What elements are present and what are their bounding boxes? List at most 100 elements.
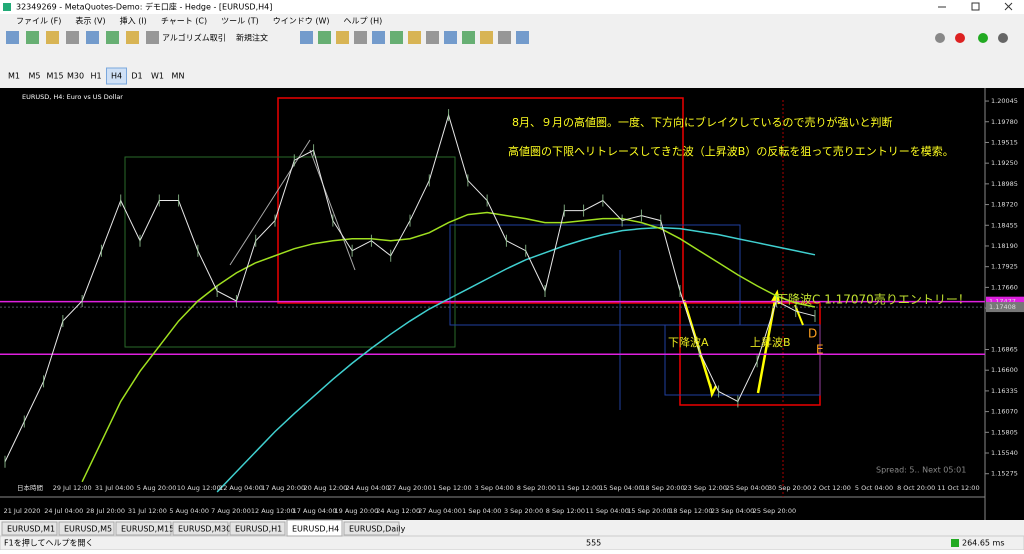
time-label: 25 Sep 04:00 bbox=[726, 484, 769, 492]
tab-label[interactable]: EURUSD,H4 bbox=[292, 525, 339, 534]
tab[interactable] bbox=[172, 521, 229, 536]
time-label: 24 Aug 04:00 bbox=[346, 484, 390, 492]
title-bar bbox=[0, 0, 1024, 14]
toolbar-icon[interactable] bbox=[372, 31, 385, 44]
menu-item[interactable]: ヘルプ (H) bbox=[343, 17, 382, 26]
time-label: 20 Aug 12:00 bbox=[303, 484, 347, 492]
annotation: 高値圏の下限へリトレースしてきた波（上昇波B）の反転を狙って売りエントリーを模索… bbox=[508, 144, 954, 158]
y-tick-label: 1.19250 bbox=[991, 159, 1018, 167]
toolbar-icon[interactable] bbox=[935, 33, 945, 43]
timeframe-button[interactable]: W1 bbox=[151, 72, 164, 81]
tab[interactable] bbox=[115, 521, 172, 536]
time-label: 10 Aug 12:00 bbox=[177, 484, 221, 492]
y-tick-label: 1.19515 bbox=[991, 138, 1018, 146]
time-label: 28 Jul 20:00 bbox=[86, 507, 125, 515]
marker-label-bg bbox=[986, 302, 1024, 313]
timeframe-button[interactable]: M15 bbox=[46, 72, 63, 81]
toolbar-icon[interactable] bbox=[955, 33, 965, 43]
menu-item[interactable]: 表示 (V) bbox=[75, 16, 105, 26]
app-icon bbox=[3, 3, 11, 11]
window-title: 32349269 - MetaQuotes-Demo: デモ口座 - Hedge… bbox=[16, 2, 272, 12]
window-controls[interactable] bbox=[938, 2, 1013, 11]
time-label: 5 Aug 04:00 bbox=[169, 507, 209, 515]
menu-item[interactable]: ツール (T) bbox=[221, 17, 259, 26]
toolbar-icon[interactable] bbox=[300, 31, 313, 44]
annotation: 8月、９月の高値圏。一度、下方向にブレイクしているので売りが強いと判断 bbox=[512, 115, 892, 129]
toolbar-icon[interactable] bbox=[978, 33, 988, 43]
toolbar-icon[interactable] bbox=[462, 31, 475, 44]
toolbar-icon[interactable] bbox=[444, 31, 457, 44]
tab-label[interactable]: EURUSD,M1 bbox=[7, 525, 55, 534]
toolbar-icon[interactable] bbox=[126, 31, 139, 44]
toolbar-icon[interactable] bbox=[66, 31, 79, 44]
toolbar-icon[interactable] bbox=[318, 31, 331, 44]
time-label: 5 Oct 04:00 bbox=[855, 484, 893, 492]
time-label: 1 Sep 12:00 bbox=[432, 484, 471, 492]
status-bar bbox=[0, 535, 1024, 551]
time-label: 12 Aug 12:00 bbox=[251, 507, 295, 515]
timeframe-button[interactable]: D1 bbox=[131, 72, 142, 81]
menu-item[interactable]: ファイル (F) bbox=[16, 17, 61, 26]
toolbar-icon[interactable] bbox=[426, 31, 439, 44]
y-tick-label: 1.18190 bbox=[991, 242, 1018, 250]
toolbar-icon[interactable] bbox=[86, 31, 99, 44]
menu-item[interactable]: 挿入 (I) bbox=[120, 16, 147, 26]
toolbar-icon[interactable] bbox=[998, 33, 1008, 43]
time-label: 25 Sep 20:00 bbox=[753, 507, 796, 515]
tab[interactable] bbox=[343, 521, 400, 536]
tab-label[interactable]: EURUSD,Daily bbox=[349, 525, 406, 534]
chart-area bbox=[0, 88, 1024, 520]
toolbar-icon[interactable] bbox=[336, 31, 349, 44]
time-label: 11 Oct 12:00 bbox=[937, 484, 979, 492]
time-label: 3 Sep 04:00 bbox=[475, 484, 514, 492]
timeframe-button[interactable]: M1 bbox=[8, 72, 20, 81]
chart-label: EURUSD, H4: Euro vs US Dollar bbox=[22, 93, 123, 101]
time-label: 5 Aug 20:00 bbox=[137, 484, 177, 492]
time-label: 12 Aug 04:00 bbox=[219, 484, 263, 492]
tab-label[interactable]: EURUSD,M30 bbox=[178, 525, 231, 534]
time-label: 8 Oct 20:00 bbox=[897, 484, 935, 492]
toolbar-icon[interactable] bbox=[6, 31, 19, 44]
menu-item[interactable]: ウインドウ (W) bbox=[273, 17, 330, 26]
time-label: 18 Sep 20:00 bbox=[641, 484, 684, 492]
tab[interactable] bbox=[1, 521, 58, 536]
toolbar-icon[interactable] bbox=[390, 31, 403, 44]
toolbar-icon[interactable] bbox=[26, 31, 39, 44]
time-label: 21 Jul 2020 bbox=[4, 507, 41, 515]
toolbar-icon[interactable] bbox=[354, 31, 367, 44]
toolbar-icon[interactable] bbox=[480, 31, 493, 44]
toolbar-icon[interactable] bbox=[498, 31, 511, 44]
tab[interactable] bbox=[286, 519, 343, 537]
time-label: 29 Jul 12:00 bbox=[53, 484, 92, 492]
time-label: 19 Aug 20:00 bbox=[334, 507, 378, 515]
toolbar-icon[interactable] bbox=[146, 31, 159, 44]
toolbar-icon[interactable] bbox=[408, 31, 421, 44]
spread-info: Spread: 5.. Next 05:01 bbox=[876, 466, 966, 475]
toolbar-button[interactable]: 新規注文 bbox=[236, 33, 268, 43]
tab[interactable] bbox=[229, 521, 286, 536]
timeframe-button[interactable]: M30 bbox=[67, 72, 84, 81]
menu-item[interactable]: チャート (C) bbox=[161, 17, 207, 26]
toolbar-icon[interactable] bbox=[516, 31, 529, 44]
y-tick-label: 1.16335 bbox=[991, 387, 1018, 395]
timeframe-button[interactable]: M5 bbox=[29, 72, 41, 81]
tab[interactable] bbox=[58, 521, 115, 536]
time-label: 27 Aug 20:00 bbox=[388, 484, 432, 492]
time-label: 8 Sep 12:00 bbox=[546, 507, 585, 515]
toolbar-button[interactable]: アルゴリズム取引 bbox=[162, 33, 226, 43]
tab-label[interactable]: EURUSD,M15 bbox=[121, 525, 174, 534]
chrome bbox=[0, 0, 1024, 88]
status-count: 555 bbox=[586, 539, 601, 548]
timeframe-button[interactable]: MN bbox=[172, 72, 185, 81]
tab-label[interactable]: EURUSD,M5 bbox=[64, 525, 112, 534]
y-tick-label: 1.17660 bbox=[991, 283, 1018, 291]
tab-label[interactable]: EURUSD,H1 bbox=[235, 525, 282, 534]
marker-label: 1.17408 bbox=[989, 303, 1016, 311]
timeframe-button[interactable]: H4 bbox=[111, 72, 122, 81]
toolbar-icon[interactable] bbox=[106, 31, 119, 44]
timeframe-button[interactable]: H1 bbox=[90, 72, 101, 81]
time-label: 15 Sep 20:00 bbox=[627, 507, 670, 515]
toolbar-icon[interactable] bbox=[46, 31, 59, 44]
status-ping: 264.65 ms bbox=[962, 539, 1005, 548]
